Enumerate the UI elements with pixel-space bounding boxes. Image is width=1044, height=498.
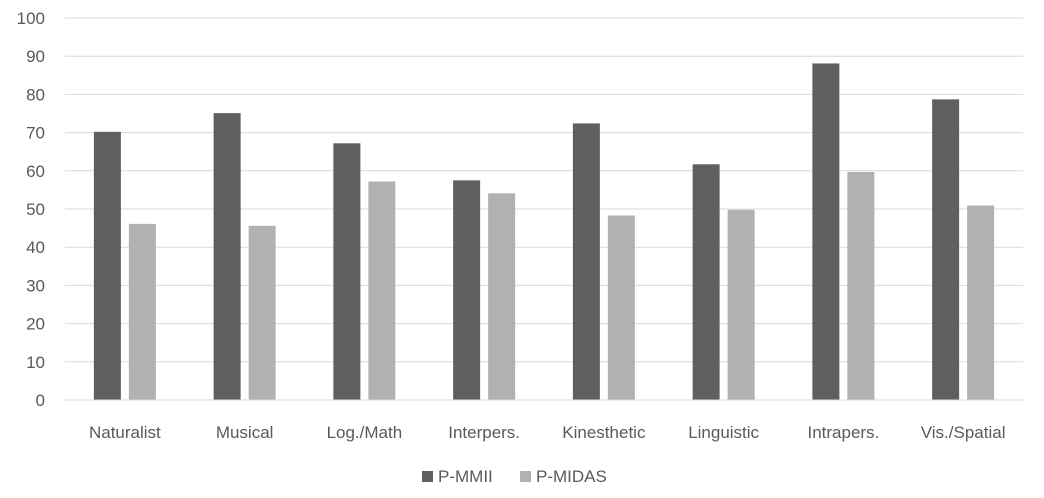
bar-p-mmii-log-math xyxy=(333,143,361,400)
x-axis-labels: Naturalist Musical Log./Math Interpers. Kine… xyxy=(89,423,1006,442)
bar-p-midas-kinesthetic xyxy=(607,215,635,400)
y-tick-label: 20 xyxy=(26,315,45,334)
bar-p-mmii-vis-spatial xyxy=(932,99,960,400)
y-axis-ticks: 0 10 20 30 40 50 60 70 80 90 100 xyxy=(17,9,45,410)
bar-p-midas-linguistic xyxy=(727,209,755,400)
bar-p-midas-log-math xyxy=(368,181,396,400)
bars xyxy=(93,63,995,401)
legend-swatch-p-mmii xyxy=(422,471,433,482)
bar-p-mmii-naturalist xyxy=(93,131,121,400)
y-tick-label: 0 xyxy=(36,391,45,410)
bar-p-mmii-intrapers xyxy=(812,63,840,400)
x-category-label: Log./Math xyxy=(327,423,403,442)
bar-p-mmii-linguistic xyxy=(692,164,720,400)
y-tick-label: 80 xyxy=(26,85,45,104)
legend-swatch-p-midas xyxy=(520,471,531,482)
y-tick-label: 100 xyxy=(17,9,45,28)
y-tick-label: 50 xyxy=(26,200,45,219)
legend: P-MMII P-MIDAS xyxy=(422,467,607,486)
y-tick-label: 40 xyxy=(26,238,45,257)
bar-p-mmii-interpers xyxy=(453,180,481,400)
gridlines xyxy=(65,17,1023,401)
y-tick-label: 70 xyxy=(26,124,45,143)
bar-p-midas-vis-spatial xyxy=(967,205,995,400)
bar-p-midas-naturalist xyxy=(128,223,156,400)
x-category-label: Intrapers. xyxy=(807,423,879,442)
x-category-label: Musical xyxy=(216,423,274,442)
bar-p-midas-intrapers xyxy=(847,171,875,400)
y-tick-label: 30 xyxy=(26,276,45,295)
bar-p-midas-interpers xyxy=(488,193,516,400)
x-category-label: Naturalist xyxy=(89,423,161,442)
x-category-label: Vis./Spatial xyxy=(921,423,1006,442)
bar-p-mmii-kinesthetic xyxy=(572,123,600,400)
y-tick-label: 10 xyxy=(26,353,45,372)
y-tick-label: 60 xyxy=(26,162,45,181)
x-category-label: Kinesthetic xyxy=(562,423,646,442)
legend-label-p-midas: P-MIDAS xyxy=(536,467,607,486)
bar-p-midas-musical xyxy=(248,225,276,400)
x-category-label: Linguistic xyxy=(688,423,759,442)
x-category-label: Interpers. xyxy=(448,423,520,442)
y-tick-label: 90 xyxy=(26,47,45,66)
bar-p-mmii-musical xyxy=(213,113,241,401)
legend-label-p-mmii: P-MMII xyxy=(438,467,493,486)
